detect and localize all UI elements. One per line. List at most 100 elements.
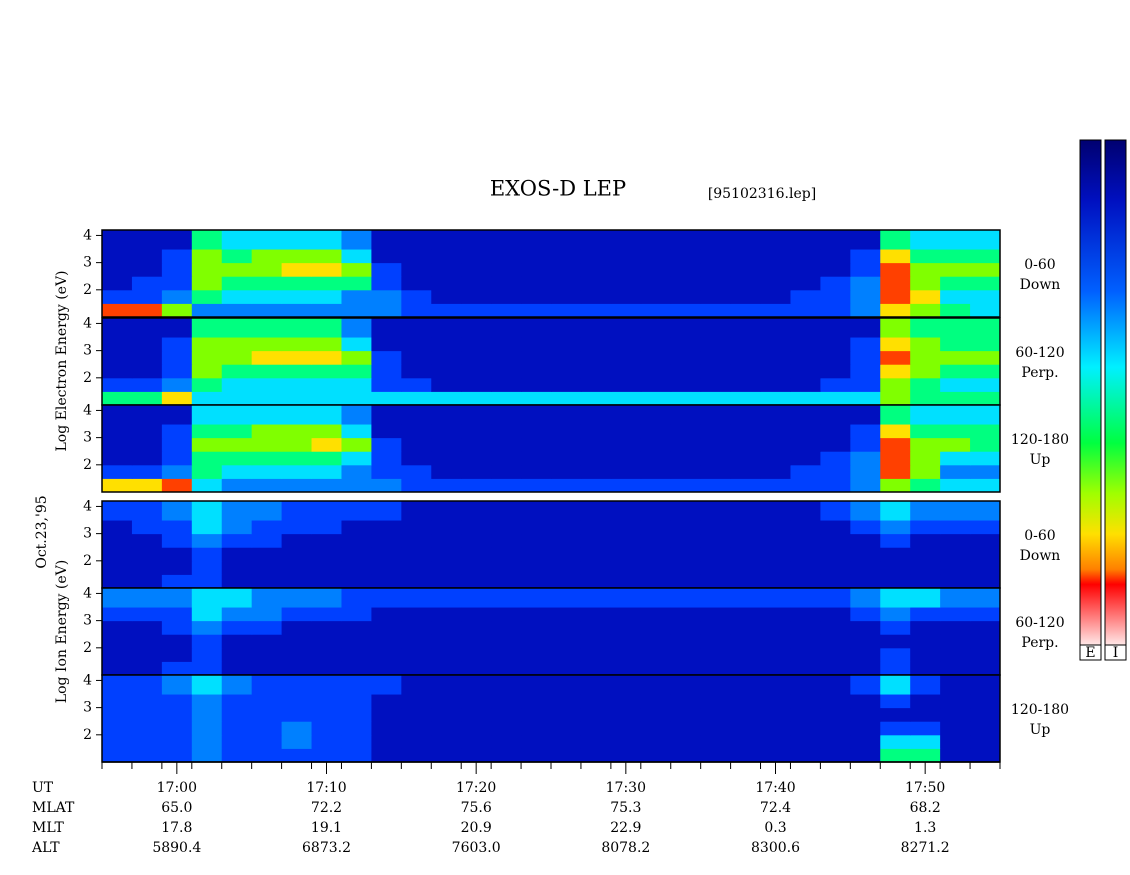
spectrogram-cell — [491, 748, 522, 763]
spectrogram-cell — [431, 405, 462, 425]
spectrogram-cell — [102, 337, 133, 352]
y-tick-label: 2 — [83, 282, 92, 298]
spectrogram-cell — [850, 501, 881, 521]
spectrogram-cell — [191, 634, 223, 649]
spectrogram-cell — [131, 318, 163, 338]
spectrogram-cell — [401, 405, 432, 425]
spectrogram-cell — [281, 249, 313, 264]
spectrogram-cell — [850, 262, 881, 277]
spectrogram-cell — [670, 437, 702, 452]
spectrogram-cell — [311, 647, 342, 662]
spectrogram-cell — [191, 661, 223, 676]
spectrogram-cell — [640, 721, 672, 736]
spectrogram-cell — [820, 230, 851, 250]
spectrogram-cell — [910, 588, 941, 608]
spectrogram-cell — [970, 478, 1001, 493]
spectrogram-cell — [281, 337, 313, 352]
spectrogram-cell — [131, 276, 163, 291]
spectrogram-cell — [461, 464, 492, 479]
spectrogram-cell — [191, 620, 223, 635]
spectrogram-cell — [281, 478, 313, 493]
spectrogram-cell — [880, 520, 911, 535]
chart-subtitle: [95102316.lep] — [708, 186, 816, 202]
spectrogram-cell — [820, 707, 851, 722]
spectrogram-cell — [790, 262, 821, 277]
spectrogram-cell — [221, 350, 253, 365]
panel-label: 120-180 — [1011, 432, 1069, 448]
spectrogram-cell — [580, 574, 612, 589]
spectrogram-cell — [311, 634, 342, 649]
spectrogram-cell — [850, 694, 881, 709]
spectrogram-cell — [431, 620, 462, 635]
spectrogram-cell — [970, 634, 1001, 649]
spectrogram-cell — [191, 707, 223, 722]
spectrogram-cell — [431, 364, 462, 379]
y-tick-label: 3 — [83, 255, 92, 271]
spectrogram-cell — [940, 424, 971, 439]
spectrogram-cell — [102, 391, 133, 406]
spectrogram-cell — [910, 303, 941, 318]
spectrogram-cell — [850, 249, 881, 264]
spectrogram-cell — [491, 607, 522, 622]
spectrogram-cell — [341, 533, 372, 548]
spectrogram-cell — [551, 289, 582, 304]
spectrogram-cell — [521, 533, 552, 548]
spectrogram-cell — [551, 262, 582, 277]
spectrogram-cell — [970, 405, 1001, 425]
spectrogram-cell — [580, 533, 612, 548]
spectrogram-cell — [670, 464, 702, 479]
spectrogram-cell — [551, 437, 582, 452]
spectrogram-cell — [640, 520, 672, 535]
spectrogram-cell — [461, 276, 492, 291]
spectrogram-cell — [191, 694, 223, 709]
spectrogram-cell — [131, 350, 163, 365]
spectrogram-cell — [161, 249, 193, 264]
spectrogram-cell — [580, 560, 612, 575]
spectrogram-cell — [580, 675, 612, 695]
spectrogram-cell — [521, 289, 552, 304]
spectrogram-cell — [820, 337, 851, 352]
spectrogram-cell — [700, 230, 732, 250]
spectrogram-cell — [640, 276, 672, 291]
spectrogram-cell — [281, 588, 313, 608]
spectrogram-cell — [131, 607, 163, 622]
spectrogram-cell — [311, 574, 342, 589]
spectrogram-cell — [940, 262, 971, 277]
x-tick-label: 17:30 — [606, 780, 646, 796]
spectrogram-cell — [640, 249, 672, 264]
spectrogram-cell — [371, 748, 402, 763]
spectrogram-cell — [580, 350, 612, 365]
spectrogram-cell — [191, 675, 223, 695]
spectrogram-cell — [910, 249, 941, 264]
spectrogram-cell — [700, 721, 732, 736]
spectrogram-cell — [880, 675, 911, 695]
spectrogram-cell — [102, 478, 133, 493]
spectrogram-cell — [491, 437, 522, 452]
spectrogram-cell — [940, 318, 971, 338]
spectrogram-cell — [760, 533, 791, 548]
spectrogram-cell — [461, 478, 492, 493]
spectrogram-cell — [161, 437, 193, 452]
spectrogram-cell — [102, 318, 133, 338]
spectrogram-cell — [730, 249, 762, 264]
spectrogram-cell — [401, 437, 432, 452]
spectrogram-cell — [191, 748, 223, 763]
spectrogram-cell — [670, 707, 702, 722]
spectrogram-cell — [790, 350, 821, 365]
spectrogram-cell — [401, 707, 432, 722]
spectrogram-cell — [491, 533, 522, 548]
spectrogram-cell — [341, 303, 372, 318]
spectrogram-cell — [281, 303, 313, 318]
spectrogram-cell — [131, 451, 163, 466]
spectrogram-cell — [102, 694, 133, 709]
spectrogram-cell — [491, 647, 522, 662]
spectrogram-cell — [461, 501, 492, 521]
spectrogram-cell — [700, 533, 732, 548]
spectrogram-cell — [311, 501, 342, 521]
spectrogram-cell — [790, 748, 821, 763]
spectrogram-cell — [730, 647, 762, 662]
spectrogram-cell — [401, 424, 432, 439]
spectrogram-cell — [580, 547, 612, 562]
spectrogram-cell — [161, 289, 193, 304]
spectrogram-cell — [251, 262, 283, 277]
